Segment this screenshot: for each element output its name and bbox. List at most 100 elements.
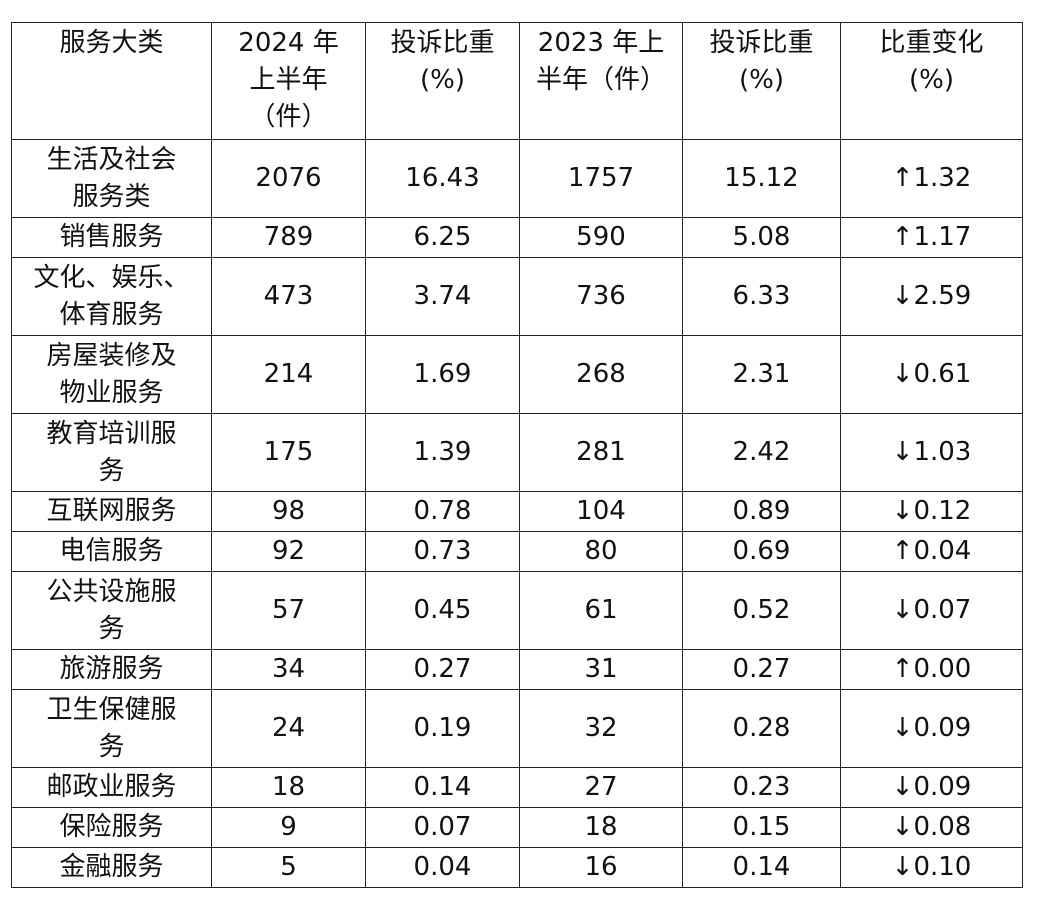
header-cell-2023-count: 2023 年上 半年（件） — [519, 22, 683, 140]
cell-category: 互联网服务 — [11, 491, 212, 532]
cell-share-change: ↑0.00 — [840, 649, 1023, 690]
cell-share-change: ↓0.12 — [840, 491, 1023, 532]
cell-2023-share: 15.12 — [682, 139, 841, 218]
cell-share-change: ↓0.10 — [840, 847, 1023, 888]
cell-2023-count: 1757 — [519, 139, 683, 218]
cell-2024-count: 98 — [211, 491, 366, 532]
cell-2023-share: 2.31 — [682, 335, 841, 414]
header-cell-share-change: 比重变化 (%) — [840, 22, 1023, 140]
table-row: 公共设施服 务 57 0.45 61 0.52 ↓0.07 — [11, 571, 1023, 650]
cell-2024-share: 0.19 — [365, 689, 520, 768]
table-row: 文化、娱乐、 体育服务 473 3.74 736 6.33 ↓2.59 — [11, 257, 1023, 336]
cell-2023-share: 6.33 — [682, 257, 841, 336]
cell-category: 房屋装修及 物业服务 — [11, 335, 212, 414]
cell-share-change: ↑0.04 — [840, 531, 1023, 572]
cell-category: 保险服务 — [11, 807, 212, 848]
cell-2023-count: 590 — [519, 217, 683, 258]
cell-2023-share: 5.08 — [682, 217, 841, 258]
cell-2024-count: 18 — [211, 767, 366, 808]
cell-2024-count: 5 — [211, 847, 366, 888]
cell-category: 教育培训服 务 — [11, 413, 212, 492]
table-row: 保险服务 9 0.07 18 0.15 ↓0.08 — [11, 807, 1023, 848]
cell-share-change: ↓0.07 — [840, 571, 1023, 650]
cell-2024-count: 9 — [211, 807, 366, 848]
table-body: 生活及社会 服务类 2076 16.43 1757 15.12 ↑1.32 销售服务 789 6… — [11, 139, 1023, 888]
cell-category: 文化、娱乐、 体育服务 — [11, 257, 212, 336]
cell-share-change: ↑1.32 — [840, 139, 1023, 218]
cell-2024-share: 1.69 — [365, 335, 520, 414]
cell-category: 金融服务 — [11, 847, 212, 888]
cell-share-change: ↓0.08 — [840, 807, 1023, 848]
table-row: 邮政业服务 18 0.14 27 0.23 ↓0.09 — [11, 767, 1023, 808]
cell-2024-count: 214 — [211, 335, 366, 414]
header-cell-2023-share: 投诉比重 (%) — [682, 22, 841, 140]
cell-category: 卫生保健服 务 — [11, 689, 212, 768]
cell-2024-share: 0.14 — [365, 767, 520, 808]
cell-category: 旅游服务 — [11, 649, 212, 690]
cell-2023-share: 0.23 — [682, 767, 841, 808]
table-row: 互联网服务 98 0.78 104 0.89 ↓0.12 — [11, 491, 1023, 532]
cell-share-change: ↓0.09 — [840, 767, 1023, 808]
table-row: 生活及社会 服务类 2076 16.43 1757 15.12 ↑1.32 — [11, 139, 1023, 218]
cell-2023-count: 61 — [519, 571, 683, 650]
cell-2024-count: 2076 — [211, 139, 366, 218]
cell-2023-count: 104 — [519, 491, 683, 532]
cell-2023-share: 0.27 — [682, 649, 841, 690]
cell-share-change: ↓1.03 — [840, 413, 1023, 492]
cell-share-change: ↓2.59 — [840, 257, 1023, 336]
cell-category: 公共设施服 务 — [11, 571, 212, 650]
cell-2024-share: 0.27 — [365, 649, 520, 690]
cell-2024-count: 473 — [211, 257, 366, 336]
cell-2023-share: 0.15 — [682, 807, 841, 848]
cell-2024-share: 16.43 — [365, 139, 520, 218]
table-row: 房屋装修及 物业服务 214 1.69 268 2.31 ↓0.61 — [11, 335, 1023, 414]
cell-2023-share: 0.69 — [682, 531, 841, 572]
cell-2024-count: 789 — [211, 217, 366, 258]
table-row: 销售服务 789 6.25 590 5.08 ↑1.17 — [11, 217, 1023, 258]
cell-2024-share: 0.78 — [365, 491, 520, 532]
cell-2024-count: 92 — [211, 531, 366, 572]
cell-share-change: ↓0.09 — [840, 689, 1023, 768]
table-row: 金融服务 5 0.04 16 0.14 ↓0.10 — [11, 847, 1023, 888]
cell-2023-count: 268 — [519, 335, 683, 414]
cell-2023-share: 0.28 — [682, 689, 841, 768]
cell-category: 电信服务 — [11, 531, 212, 572]
cell-2023-share: 0.52 — [682, 571, 841, 650]
cell-2024-share: 3.74 — [365, 257, 520, 336]
cell-2024-share: 0.07 — [365, 807, 520, 848]
cell-2024-share: 6.25 — [365, 217, 520, 258]
cell-2024-count: 24 — [211, 689, 366, 768]
cell-2023-count: 80 — [519, 531, 683, 572]
header-cell-2024-count: 2024 年 上半年 （件） — [211, 22, 366, 140]
cell-2024-share: 0.04 — [365, 847, 520, 888]
cell-2023-count: 31 — [519, 649, 683, 690]
cell-category: 销售服务 — [11, 217, 212, 258]
cell-2023-count: 27 — [519, 767, 683, 808]
cell-2024-share: 0.45 — [365, 571, 520, 650]
cell-category: 邮政业服务 — [11, 767, 212, 808]
cell-2024-count: 57 — [211, 571, 366, 650]
cell-2023-count: 18 — [519, 807, 683, 848]
cell-category: 生活及社会 服务类 — [11, 139, 212, 218]
table-row: 电信服务 92 0.73 80 0.69 ↑0.04 — [11, 531, 1023, 572]
cell-2023-count: 736 — [519, 257, 683, 336]
header-cell-category: 服务大类 — [11, 22, 212, 140]
cell-2023-share: 2.42 — [682, 413, 841, 492]
cell-2023-count: 281 — [519, 413, 683, 492]
header-row: 服务大类 2024 年 上半年 （件） 投诉比重 (%) 2023 年上 半年（… — [11, 22, 1023, 140]
cell-2023-count: 32 — [519, 689, 683, 768]
table-row: 卫生保健服 务 24 0.19 32 0.28 ↓0.09 — [11, 689, 1023, 768]
header-cell-2024-share: 投诉比重 (%) — [365, 22, 520, 140]
table-header: 服务大类 2024 年 上半年 （件） 投诉比重 (%) 2023 年上 半年（… — [11, 22, 1023, 140]
cell-2024-share: 0.73 — [365, 531, 520, 572]
complaint-table: 服务大类 2024 年 上半年 （件） 投诉比重 (%) 2023 年上 半年（… — [11, 22, 1023, 888]
cell-share-change: ↑1.17 — [840, 217, 1023, 258]
cell-share-change: ↓0.61 — [840, 335, 1023, 414]
cell-2023-share: 0.89 — [682, 491, 841, 532]
cell-2024-count: 175 — [211, 413, 366, 492]
cell-2023-share: 0.14 — [682, 847, 841, 888]
table-row: 旅游服务 34 0.27 31 0.27 ↑0.00 — [11, 649, 1023, 690]
cell-2023-count: 16 — [519, 847, 683, 888]
cell-2024-share: 1.39 — [365, 413, 520, 492]
cell-2024-count: 34 — [211, 649, 366, 690]
